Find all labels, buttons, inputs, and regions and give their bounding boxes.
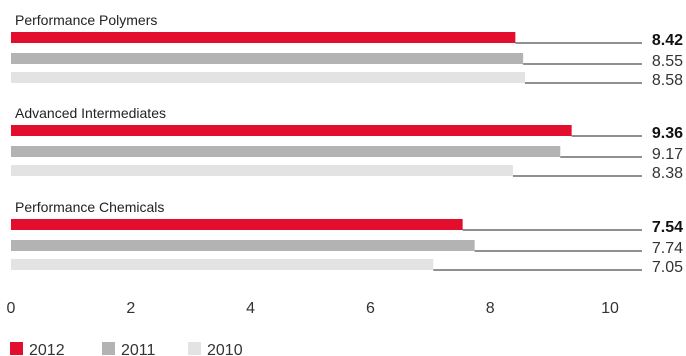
bar-2010	[11, 165, 513, 176]
bar-groups: Performance Polymers 8.42 8.55 8.58 Advanced…	[11, 12, 683, 276]
group-label: Performance Chemicals	[15, 199, 164, 215]
value-label: 7.74	[652, 240, 683, 257]
x-tick-label: 6	[366, 300, 375, 317]
bar-2012	[11, 125, 572, 136]
value-label: 7.54	[652, 219, 683, 236]
x-axis-ticks: 0 2 4 6 8 10	[7, 300, 619, 317]
group-label: Performance Polymers	[15, 12, 157, 28]
legend-swatch-2010	[188, 342, 201, 355]
legend-label: 2011	[121, 342, 156, 356]
x-tick-label: 10	[601, 300, 619, 317]
legend-swatch-2012	[10, 342, 23, 355]
bar-2011	[11, 53, 524, 64]
bar-2010	[11, 72, 525, 83]
legend: 2012 2011 2010	[10, 342, 243, 356]
bar-2012	[11, 219, 463, 230]
value-label: 8.38	[652, 165, 683, 182]
bar-2011	[11, 240, 475, 251]
value-label: 7.05	[652, 259, 683, 276]
group-label: Advanced Intermediates	[15, 105, 166, 121]
value-label: 8.58	[652, 72, 683, 89]
value-label: 9.36	[652, 125, 683, 142]
bar-2011	[11, 146, 561, 157]
value-label: 8.42	[652, 32, 683, 49]
bar-2010	[11, 259, 434, 270]
x-tick-label: 8	[486, 300, 495, 317]
legend-swatch-2011	[102, 342, 115, 355]
value-label: 9.17	[652, 146, 683, 163]
x-tick-label: 2	[126, 300, 135, 317]
x-tick-label: 0	[7, 300, 16, 317]
x-tick-label: 4	[246, 300, 255, 317]
legend-label: 2012	[29, 342, 65, 356]
value-label: 8.55	[652, 53, 683, 70]
legend-label: 2010	[207, 342, 243, 356]
bar-2012	[11, 32, 516, 43]
